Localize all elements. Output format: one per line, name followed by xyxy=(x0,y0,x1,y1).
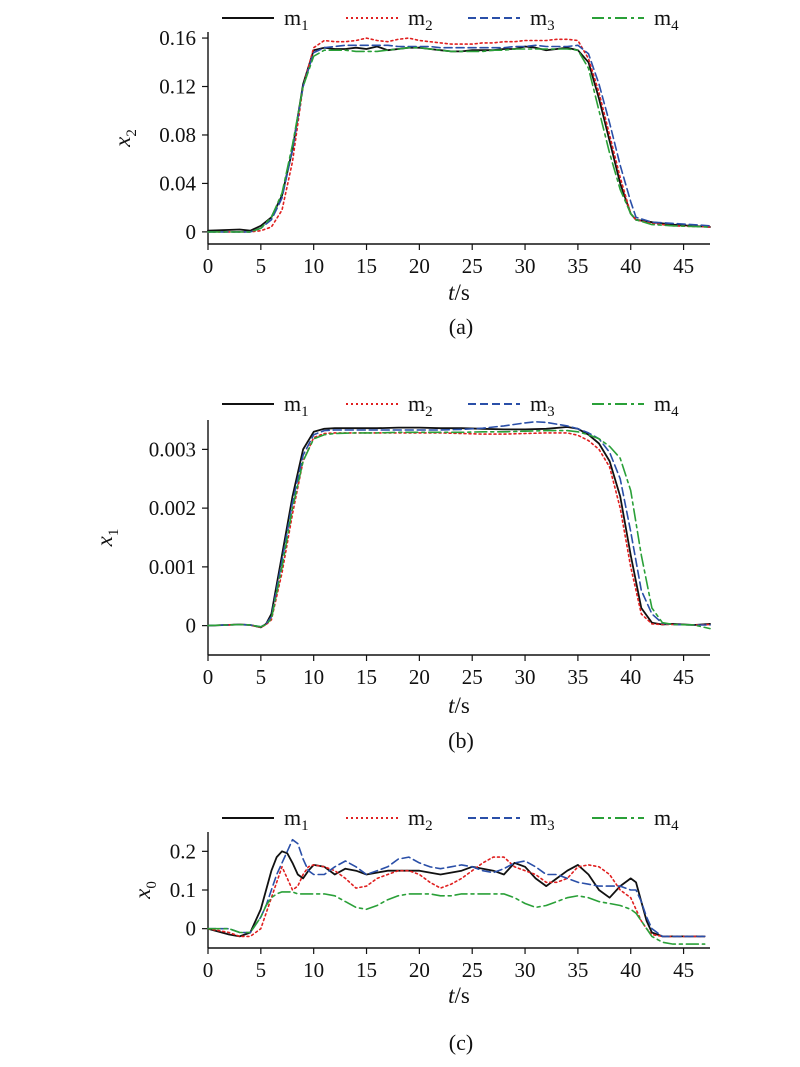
legend-label-4: m4 xyxy=(654,5,679,34)
legend-label-subscript: 2 xyxy=(425,818,433,834)
x-axis-label: t/s xyxy=(448,280,470,305)
x-tick-label: 20 xyxy=(409,958,430,982)
y-axis-label-subscript: 2 xyxy=(124,129,140,137)
y-axis-label: x1 xyxy=(92,529,122,548)
legend-label-2: m2 xyxy=(408,391,433,420)
y-tick-label: 0.002 xyxy=(149,496,196,520)
x-axis-label: t/s xyxy=(448,693,470,718)
y-tick-label: 0.1 xyxy=(170,878,196,902)
legend-label-4: m4 xyxy=(654,805,679,834)
x-tick-label: 10 xyxy=(303,254,324,278)
legend-label-3: m3 xyxy=(530,391,555,420)
y-tick-label: 0 xyxy=(186,614,197,638)
x-tick-label: 40 xyxy=(620,958,641,982)
x-tick-label: 25 xyxy=(462,958,483,982)
x-tick-label: 45 xyxy=(673,254,694,278)
x-tick-label: 5 xyxy=(256,254,267,278)
x-tick-label: 30 xyxy=(515,665,536,689)
x-tick-label: 15 xyxy=(356,254,377,278)
legend-label-subscript: 2 xyxy=(425,18,433,34)
x-tick-label: 0 xyxy=(203,665,214,689)
legend-label-subscript: 3 xyxy=(547,404,555,420)
x-axis-label: t/s xyxy=(448,983,470,1008)
series-line-m2 xyxy=(207,856,706,938)
legend-label-3: m3 xyxy=(530,805,555,834)
legend-label-subscript: 3 xyxy=(547,18,555,34)
x-tick-label: 20 xyxy=(409,254,430,278)
x-tick-label: 40 xyxy=(620,665,641,689)
legend-label-subscript: 2 xyxy=(425,404,433,420)
y-axis-label: x0 xyxy=(130,881,160,900)
y-tick-label: 0.001 xyxy=(149,555,196,579)
y-tick-label: 0.16 xyxy=(159,26,196,50)
y-tick-label: 0 xyxy=(186,917,197,941)
x-tick-label: 40 xyxy=(620,254,641,278)
x-tick-label: 35 xyxy=(567,958,588,982)
x-tick-label: 10 xyxy=(303,958,324,982)
x-tick-label: 15 xyxy=(356,958,377,982)
legend-label-subscript: 3 xyxy=(547,818,555,834)
series-line-m2 xyxy=(207,432,711,629)
x-tick-label: 5 xyxy=(256,958,267,982)
y-tick-label: 0.12 xyxy=(159,75,196,99)
series-line-m4 xyxy=(207,891,706,945)
x-tick-label: 45 xyxy=(673,958,694,982)
y-tick-label: 0 xyxy=(186,220,197,244)
x-axis-unit: /s xyxy=(455,280,470,305)
series-line-m3 xyxy=(207,44,711,233)
y-tick-label: 0.2 xyxy=(170,839,196,863)
x-tick-label: 25 xyxy=(462,665,483,689)
y-tick-label: 0.04 xyxy=(159,171,196,195)
x-axis-unit: /s xyxy=(455,693,470,718)
x-tick-label: 30 xyxy=(515,254,536,278)
y-axis-label-subscript: 0 xyxy=(144,881,160,889)
x-tick-label: 35 xyxy=(567,665,588,689)
legend-label-1: m1 xyxy=(284,805,309,834)
y-tick-label: 0.08 xyxy=(159,123,196,147)
series-line-m2 xyxy=(207,37,711,233)
y-tick-label: 0.003 xyxy=(149,437,196,461)
legend-label-subscript: 1 xyxy=(301,818,309,834)
y-axis-label-subscript: 1 xyxy=(106,529,122,537)
x-axis-unit: /s xyxy=(455,983,470,1008)
series-line-m3 xyxy=(207,420,711,628)
legend-label-3: m3 xyxy=(530,5,555,34)
legend-label-2: m2 xyxy=(408,805,433,834)
panel-b: 0 5 10 15 20 25 30 35 40 45 0 0.001 0.002 0.003 m1 m2 m3… xyxy=(92,391,711,753)
panel-caption: (b) xyxy=(448,728,474,753)
x-tick-label: 5 xyxy=(256,665,267,689)
x-tick-label: 20 xyxy=(409,665,430,689)
series-line-m3 xyxy=(207,838,706,938)
x-tick-label: 15 xyxy=(356,665,377,689)
legend-label-2: m2 xyxy=(408,5,433,34)
legend-label-1: m1 xyxy=(284,5,309,34)
y-axis-label: x2 xyxy=(110,129,140,148)
legend-label-subscript: 1 xyxy=(301,404,309,420)
legend-label-subscript: 4 xyxy=(671,18,679,34)
series-line-m4 xyxy=(207,429,711,630)
legend-label-subscript: 4 xyxy=(671,818,679,834)
x-tick-label: 0 xyxy=(203,958,214,982)
x-tick-label: 45 xyxy=(673,665,694,689)
series-line-m4 xyxy=(207,46,711,233)
legend-label-subscript: 4 xyxy=(671,404,679,420)
x-tick-label: 10 xyxy=(303,665,324,689)
panel-caption: (c) xyxy=(449,1030,473,1055)
x-tick-label: 35 xyxy=(567,254,588,278)
series-line-m1 xyxy=(207,426,711,629)
x-tick-label: 30 xyxy=(515,958,536,982)
legend-label-4: m4 xyxy=(654,391,679,420)
x-tick-label: 0 xyxy=(203,254,214,278)
panel-a: 0 5 10 15 20 25 30 35 40 45 0 0.04 0.08 0.12 0.16 m1 m2 m… xyxy=(110,5,711,339)
legend-label-1: m1 xyxy=(284,391,309,420)
x-tick-label: 25 xyxy=(462,254,483,278)
panel-caption: (a) xyxy=(449,314,473,339)
series-line-m1 xyxy=(207,850,706,938)
legend-label-subscript: 1 xyxy=(301,18,309,34)
